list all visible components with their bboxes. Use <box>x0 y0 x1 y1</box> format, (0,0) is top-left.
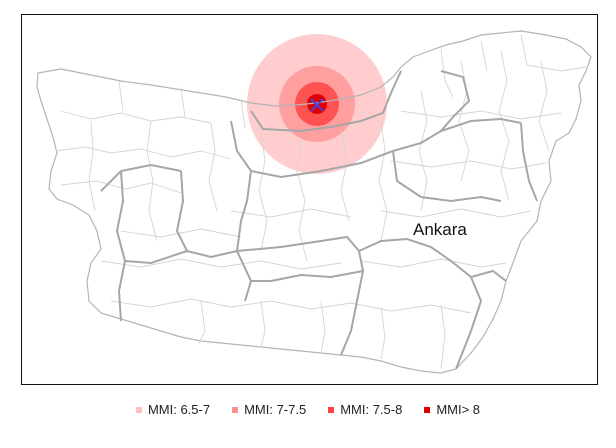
map-frame: Ankara <box>21 14 598 385</box>
legend-label: MMI> 8 <box>436 402 481 417</box>
legend-item-mmi-gt-8: MMI> 8 <box>424 402 480 417</box>
city-label-ankara: Ankara <box>413 220 467 239</box>
coastline <box>36 30 592 374</box>
legend-label: MMI: 7.5-8 <box>340 402 403 417</box>
legend-swatch-icon <box>232 406 239 413</box>
legend-label: MMI: 6.5-7 <box>147 402 211 417</box>
legend-item-mmi-6-5-7: MMI: 6.5-7 <box>135 402 211 417</box>
province-borders <box>100 70 538 370</box>
epicenter-marker <box>310 98 324 112</box>
legend-label: MMI: 7-7.5 <box>244 402 307 417</box>
map-canvas: Ankara <box>36 30 592 374</box>
legend-swatch-icon <box>135 406 142 413</box>
legend-swatch-icon <box>424 406 431 413</box>
legend-item-mmi-7-7-5: MMI: 7-7.5 <box>232 402 306 417</box>
legend: MMI: 6.5-7 MMI: 7-7.5 MMI: 7.5-8 MMI> 8 <box>0 402 616 417</box>
legend-swatch-icon <box>328 406 335 413</box>
district-borders <box>55 34 587 370</box>
legend-item-mmi-7-5-8: MMI: 7.5-8 <box>328 402 402 417</box>
